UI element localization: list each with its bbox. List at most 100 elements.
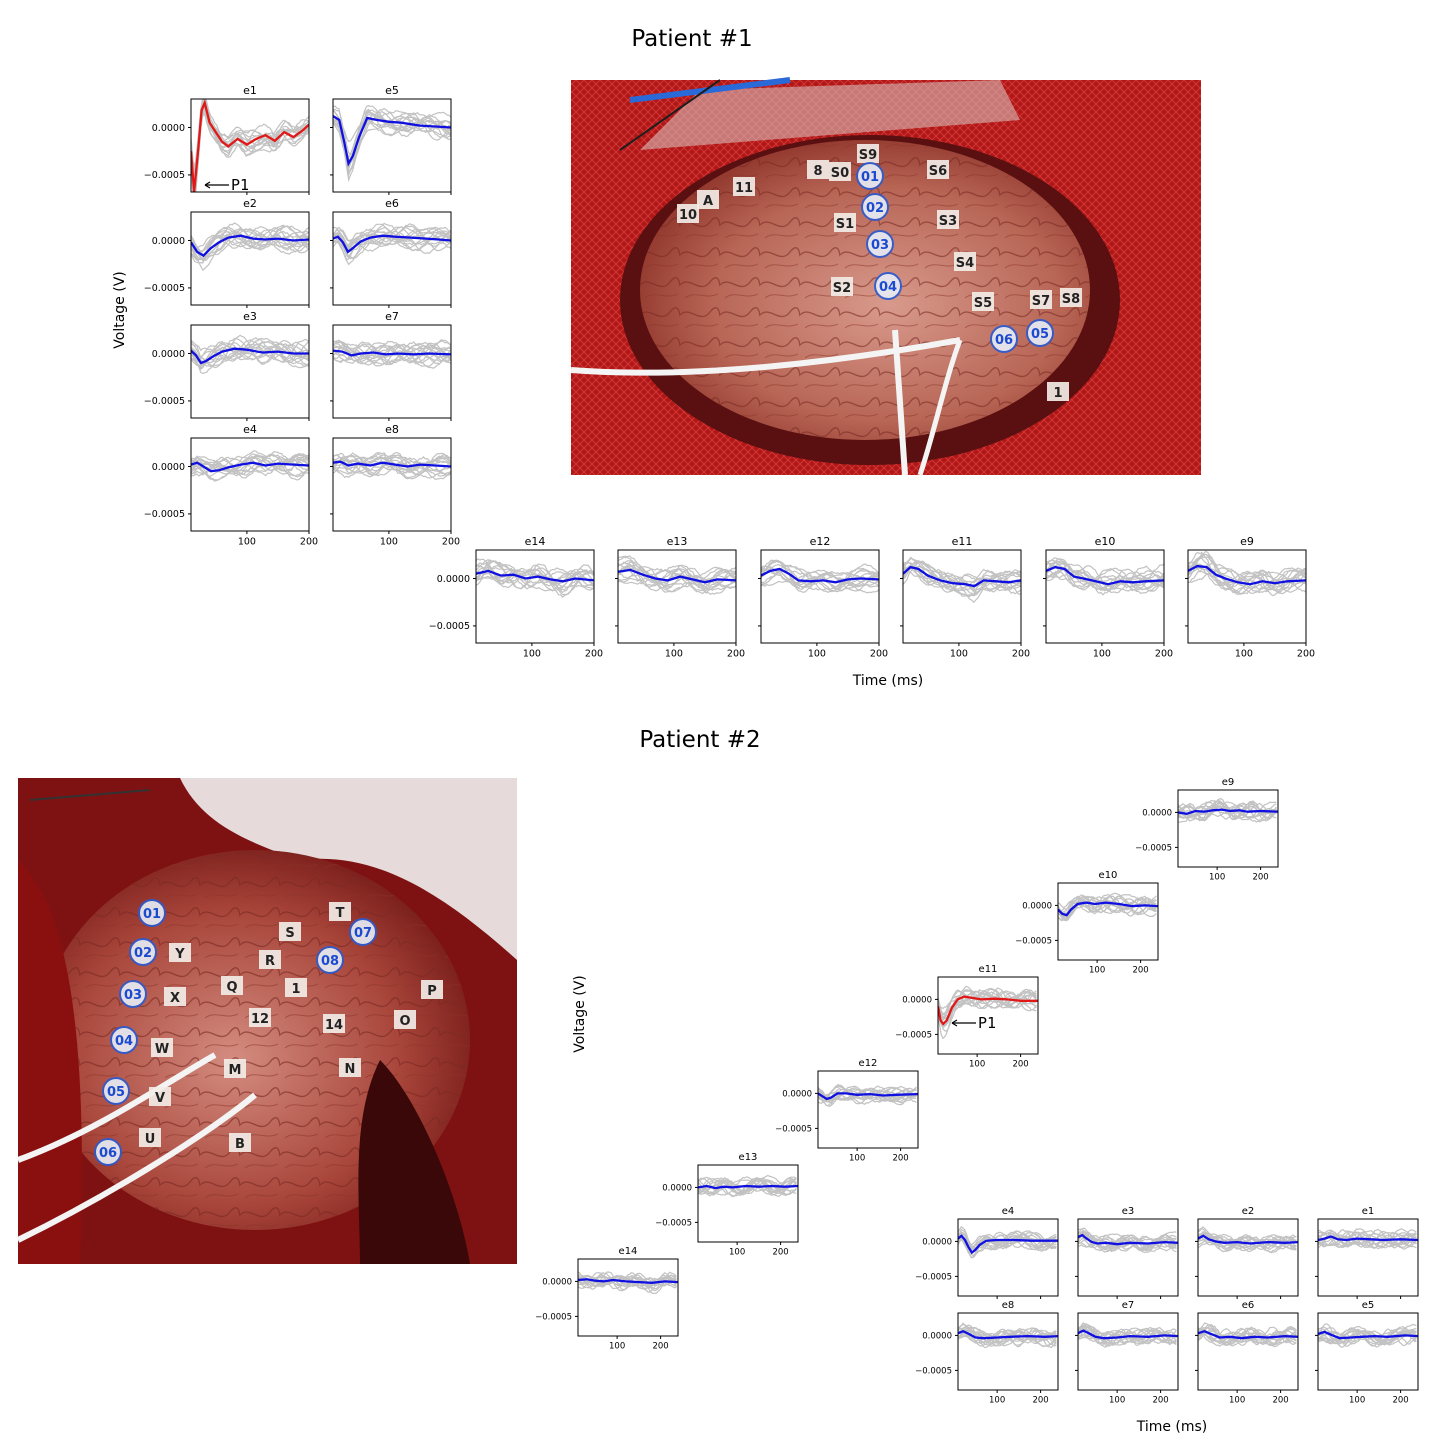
electrode-label: 11 — [735, 181, 753, 196]
mean-trace — [333, 115, 451, 167]
trial-trace — [1078, 1328, 1177, 1343]
ytick-label: 0.0000 — [902, 995, 932, 1005]
trial-trace — [1198, 1326, 1297, 1344]
xtick-label: 200 — [1012, 1060, 1028, 1070]
panel-e8: e8 0.0000 −0.0005 100 200 — [915, 1300, 1059, 1406]
trial-trace — [191, 228, 309, 262]
trial-trace — [903, 557, 1021, 593]
panel-title: e5 — [385, 84, 399, 97]
trial-trace — [578, 1273, 677, 1290]
panel-title: e6 — [1242, 1300, 1255, 1311]
trial-trace — [903, 562, 1021, 592]
ytick-label: −0.0005 — [1135, 843, 1172, 853]
xtick-label: 200 — [1152, 1396, 1168, 1406]
panel-frame — [1077, 1218, 1179, 1297]
xtick-label: 100 — [380, 537, 398, 548]
panel-frame — [617, 549, 737, 644]
panel-e5: e5 100 200 — [1315, 1300, 1419, 1406]
xtick-label: 200 — [727, 649, 745, 660]
panel-e2: e2 0.0000 −0.0005 — [144, 197, 310, 308]
mean-trace — [1198, 1329, 1298, 1340]
panel-frame — [1197, 1312, 1299, 1391]
panel-title: e6 — [385, 197, 399, 210]
panel-frame — [332, 211, 452, 306]
trial-trace — [618, 566, 736, 589]
trial-trace — [578, 1275, 677, 1290]
panel-frame — [1317, 1218, 1419, 1297]
xtick-label: 100 — [609, 1342, 625, 1352]
electrode-label: 1 — [1053, 386, 1062, 401]
panel-e14: e14 0.0000 −0.0005 100 200 — [429, 535, 603, 660]
electrode-label: S9 — [859, 148, 877, 163]
panel-frame — [957, 1218, 1059, 1297]
trial-trace — [938, 993, 1037, 1029]
trial-trace — [191, 99, 309, 171]
electrode-label: 02 — [134, 946, 152, 961]
panel-frame — [332, 324, 452, 419]
trial-trace — [818, 1085, 917, 1106]
xtick-label: 100 — [1109, 1396, 1125, 1406]
xtick-label: 200 — [1272, 1396, 1288, 1406]
electrode-label: S4 — [956, 256, 974, 271]
xtick-label: 200 — [1012, 649, 1030, 660]
xtick-label: 100 — [523, 649, 541, 660]
electrode-label: V — [155, 1091, 165, 1106]
mean-trace — [1318, 1330, 1418, 1340]
ytick-label: −0.0005 — [775, 1124, 812, 1134]
electrode-label: 8 — [813, 164, 822, 179]
panel-e13: e13 100 200 — [615, 535, 745, 660]
ytick-label: −0.0005 — [535, 1312, 572, 1322]
panel-frame — [937, 976, 1039, 1055]
panel-frame — [902, 549, 1022, 644]
electrode-label: N — [345, 1062, 356, 1077]
trial-trace — [1318, 1230, 1417, 1249]
panel-e7: e7 — [330, 310, 452, 421]
trial-trace — [1178, 801, 1277, 822]
panel-frame — [1077, 1312, 1179, 1391]
ytick-label: −0.0005 — [915, 1366, 952, 1376]
electrode-label: S3 — [939, 214, 957, 229]
panel-frame — [190, 324, 310, 419]
panel-title: e9 — [1222, 777, 1235, 788]
panel-e10: e10 0.0000 −0.0005 100 200 — [1015, 870, 1159, 976]
mean-trace — [476, 569, 594, 583]
xtick-label: 200 — [1252, 873, 1268, 883]
trial-trace — [1078, 1323, 1177, 1348]
trial-trace — [476, 565, 594, 592]
electrode-label: 03 — [124, 988, 142, 1003]
trial-trace — [191, 113, 309, 173]
xtick-label: 100 — [665, 649, 683, 660]
panel-frame — [1197, 1218, 1299, 1297]
ytick-label: −0.0005 — [655, 1218, 692, 1228]
trial-trace — [333, 226, 451, 254]
p1-annotation: P1 — [231, 176, 249, 194]
mean-trace — [761, 567, 879, 584]
trial-trace — [1178, 800, 1277, 822]
electrode-label: 14 — [325, 1018, 343, 1033]
panel-frame — [1045, 549, 1165, 644]
trial-trace — [698, 1178, 797, 1195]
ytick-label: 0.0000 — [662, 1183, 692, 1193]
mean-trace — [818, 1092, 918, 1101]
trial-trace — [958, 1231, 1057, 1251]
panel-title: e5 — [1362, 1300, 1375, 1311]
trial-trace — [191, 99, 309, 192]
panel-e10: e10 100 200 — [1043, 535, 1173, 660]
trial-trace — [1046, 559, 1164, 591]
panel-title: e1 — [1362, 1206, 1375, 1217]
mean-trace — [191, 99, 309, 192]
electrode-label: S — [285, 926, 294, 941]
ytick-label: 0.0000 — [152, 349, 185, 360]
trial-trace — [191, 229, 309, 254]
trial-trace — [1188, 556, 1306, 595]
xtick-label: 100 — [1089, 966, 1105, 976]
xtick-label: 200 — [652, 1342, 668, 1352]
panel-title: e8 — [385, 423, 399, 436]
panel-e6: e6 — [330, 197, 452, 308]
trial-trace — [1058, 893, 1157, 913]
electrode-label: 02 — [866, 201, 884, 216]
trial-trace — [333, 451, 451, 476]
xtick-label: 200 — [892, 1154, 908, 1164]
xtick-label: 100 — [1093, 649, 1111, 660]
